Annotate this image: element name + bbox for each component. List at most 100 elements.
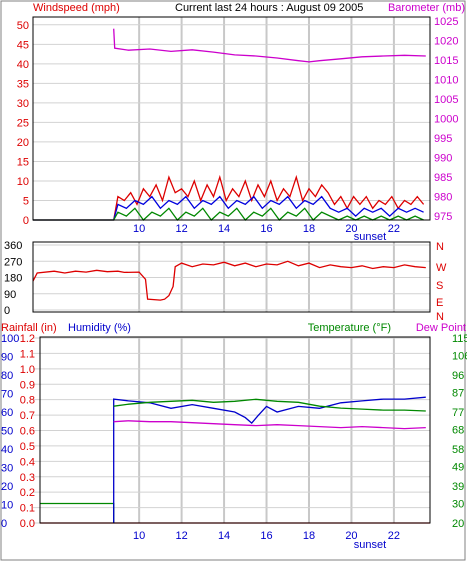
humidity-tick-30: 30 [1, 463, 13, 475]
temperature-tick-68: 68 [452, 425, 464, 437]
barometer-tick-980: 980 [434, 192, 452, 204]
direction-line [32, 260, 426, 301]
temperature-tick-58: 58 [452, 444, 464, 456]
dewpoint-axis-title: Dew Point [416, 322, 466, 334]
direction-compass-tick-4: N [436, 311, 444, 323]
temperature_flat-line [40, 502, 115, 523]
wind-panel-sunset-label: sunset [354, 231, 386, 243]
temperature-tick-labels: 20 30 39 49 58 68 77 87 96 106 115 [452, 333, 467, 530]
humidity-tick-60: 60 [1, 407, 13, 419]
avg_wind-line [33, 195, 424, 221]
windspeed-tick-10: 10 [17, 176, 29, 188]
dew_point-line [113, 420, 426, 430]
windspeed-tick-20: 20 [17, 137, 29, 149]
humidity-axis-title: Humidity (%) [68, 322, 131, 334]
humidity-panel-sunset-label: sunset [354, 539, 386, 551]
rainfall-tick-1.1: 1.1 [20, 348, 35, 360]
rainfall-tick-1.0: 1.0 [20, 364, 35, 376]
direction-compass-tick-1: W [436, 262, 447, 274]
humidity-tick-10: 10 [1, 500, 13, 512]
barometer-tick-975: 975 [434, 211, 452, 223]
wind-panel-x-tick-12: 12 [175, 223, 187, 235]
humidity-panel-x-tick-14: 14 [218, 530, 230, 542]
humidity-tick-80: 80 [1, 370, 13, 382]
windspeed-tick-40: 40 [17, 59, 29, 71]
barometer-tick-995: 995 [434, 133, 452, 145]
humidity-panel-series [40, 396, 430, 524]
humidity-line [113, 396, 426, 523]
direction-degree-tick-270: 270 [4, 256, 22, 268]
windspeed-tick-15: 15 [17, 156, 29, 168]
humidity-panel-x-tick-20: 20 [345, 530, 357, 542]
barometer-tick-1005: 1005 [434, 94, 458, 106]
barometer-axis-title: Barometer (mb) [388, 2, 465, 14]
barometer-tick-1015: 1015 [434, 55, 458, 67]
barometer-tick-1025: 1025 [434, 16, 458, 28]
rainfall-tick-0.2: 0.2 [20, 487, 35, 499]
direction-compass-tick-0: N [436, 241, 444, 253]
wind-panel-grid [33, 17, 430, 221]
direction-panel-series [32, 260, 426, 301]
humidity-tick-50: 50 [1, 426, 13, 438]
temperature-tick-96: 96 [452, 370, 464, 382]
wind-panel-x-tick-16: 16 [260, 223, 272, 235]
humidity-tick-20: 20 [1, 481, 13, 493]
humidity-panel-grid [33, 337, 430, 524]
direction-panel-frame [32, 241, 431, 313]
rainfall-tick-labels: 0.0 0.1 0.2 0.3 0.4 0.5 0.6 0.7 0.8 0.9 1.0 1.1 1.2 [20, 333, 35, 530]
wind-panel-x-tick-labels: 10 12 14 16 18 20 22 [133, 223, 400, 235]
humidity-tick-70: 70 [1, 389, 13, 401]
barometer-tick-1000: 1000 [434, 114, 458, 126]
direction-degree-tick-90: 90 [4, 289, 16, 301]
barometer-line [113, 28, 426, 63]
barometer-tick-985: 985 [434, 172, 452, 184]
rainfall-tick-0.7: 0.7 [20, 410, 35, 422]
wind-panel-x-tick-10: 10 [133, 223, 145, 235]
temperature-tick-115: 115 [452, 333, 467, 345]
direction-degree-tick-labels: 0 90 180 270 360 [4, 240, 22, 317]
humidity-panel-x-tick-18: 18 [303, 530, 315, 542]
windspeed-tick-35: 35 [17, 78, 29, 90]
windspeed-tick-30: 30 [17, 98, 29, 110]
wind-panel-x-tick-14: 14 [218, 223, 230, 235]
rainfall-tick-0.6: 0.6 [20, 426, 35, 438]
wind-panel-frame [32, 16, 431, 221]
direction-panel-grid [33, 242, 430, 312]
temperature-tick-20: 20 [452, 518, 464, 530]
temperature-tick-49: 49 [452, 462, 464, 474]
windspeed-tick-50: 50 [17, 20, 29, 32]
direction-degree-tick-180: 180 [4, 273, 22, 285]
humidity-panel-x-tick-12: 12 [175, 530, 187, 542]
humidity-tick-40: 40 [1, 444, 13, 456]
windspeed-tick-45: 45 [17, 39, 29, 51]
windspeed-tick-5: 5 [23, 195, 29, 207]
temperature-line [113, 398, 426, 412]
temperature-tick-39: 39 [452, 481, 464, 493]
windspeed-tick-25: 25 [17, 117, 29, 129]
barometer-tick-990: 990 [434, 153, 452, 165]
barometer-tick-1010: 1010 [434, 74, 458, 86]
humidity-tick-90: 90 [1, 352, 13, 364]
rainfall-tick-0.1: 0.1 [20, 503, 35, 515]
windspeed-axis-title: Windspeed (mph) [33, 2, 120, 14]
rainfall-tick-0.8: 0.8 [20, 395, 35, 407]
humidity-panel-x-tick-16: 16 [260, 530, 272, 542]
direction-degree-tick-360: 360 [4, 240, 22, 252]
humidity-panel-x-tick-10: 10 [133, 530, 145, 542]
rainfall-tick-0.3: 0.3 [20, 472, 35, 484]
humidity-tick-100: 100 [1, 333, 19, 345]
rainfall-tick-0.4: 0.4 [20, 456, 35, 468]
wind_lull-line [33, 207, 424, 221]
rainfall-tick-0.5: 0.5 [20, 441, 35, 453]
rainfall-tick-0.0: 0.0 [20, 518, 35, 530]
direction-compass-tick-3: E [436, 297, 443, 309]
rainfall-tick-1.2: 1.2 [20, 333, 35, 345]
chart-title: Current last 24 hours : August 09 2005 [175, 2, 363, 14]
wind-panel-x-tick-20: 20 [345, 223, 357, 235]
barometer-tick-labels: 975 980 985 990 995 1000 1005 1010 1015 1020 1025 [434, 16, 458, 223]
temperature-tick-106: 106 [452, 351, 467, 363]
